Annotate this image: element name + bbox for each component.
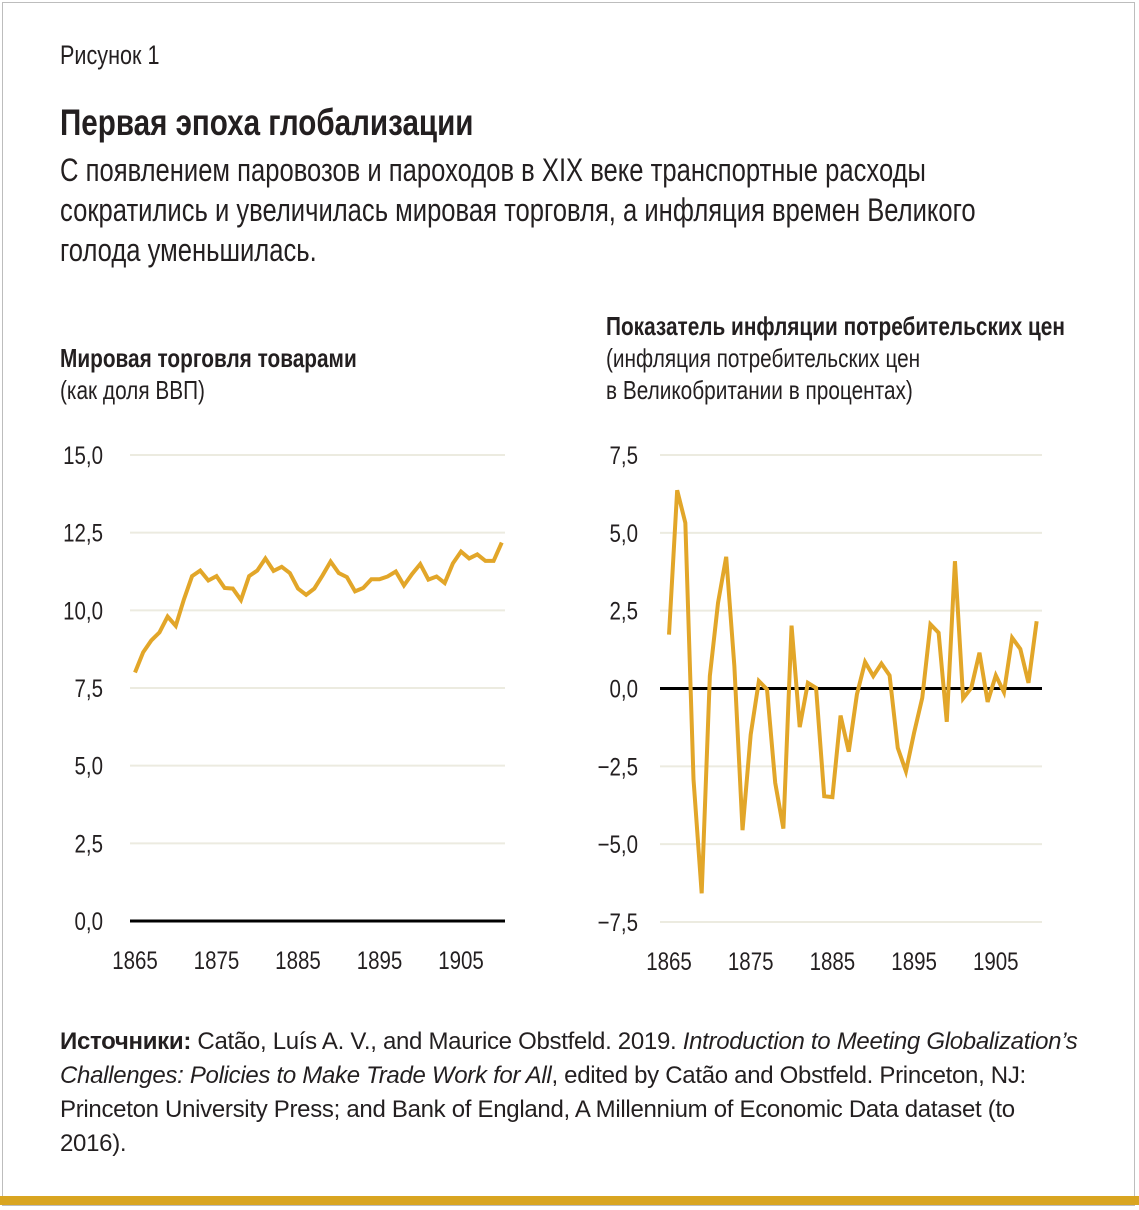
left-xtick-label: 1875 [194, 946, 240, 974]
left-ytick-label: 0,0 [75, 907, 103, 935]
right-ytick-label: −5,0 [598, 830, 638, 858]
right-chart-subtitle: (инфляция потребительских цен [606, 343, 921, 373]
left-xtick-label: 1865 [112, 946, 158, 974]
charts: 15,0 12,5 10,0 7,5 5,0 2,5 0,0 1865 1875 1885 1895… [63, 441, 1042, 975]
left-chart-subtitle: (как доля ВВП) [60, 375, 205, 405]
source-text: , edited by Catão and Obstfeld. Princeto… [60, 1062, 1026, 1157]
source-text: Catão, Luís A. V., and Maurice Obstfeld.… [191, 1028, 683, 1055]
left-series-line [133, 541, 504, 674]
source-title: Introduction to Meeting Globalization’s … [60, 1028, 1078, 1089]
right-ytick-label: −7,5 [598, 908, 638, 936]
right-ytick-label: 7,5 [610, 441, 638, 469]
left-xtick-label: 1885 [275, 946, 321, 974]
right-xtick-label: 1895 [891, 947, 937, 975]
right-ytick-label: 5,0 [610, 519, 638, 547]
left-xtick-label: 1895 [357, 946, 403, 974]
right-ytick-label: 2,5 [610, 597, 638, 625]
source-label: Источники: [60, 1028, 192, 1055]
left-xtick-label: 1905 [438, 946, 484, 974]
right-xtick-label: 1885 [810, 947, 856, 975]
right-xtick-label: 1905 [973, 947, 1019, 975]
right-xtick-label: 1865 [646, 947, 692, 975]
left-ytick-label: 10,0 [63, 596, 103, 624]
figure-subtitle: С появлением паровозов и пароходов в XIX… [60, 150, 976, 270]
left-ytick-label: 5,0 [75, 752, 103, 780]
subtitle-line: сократились и увеличилась мировая торгов… [60, 192, 976, 228]
subtitle-line: голода уменьшилась. [60, 232, 317, 268]
right-ytick-label: −2,5 [598, 752, 638, 780]
right-chart-subtitle: в Великобритании в процентах) [606, 375, 913, 405]
right-chart-heading: Показатель инфляции потребительских цен … [606, 310, 1065, 406]
left-chart-heading: Мировая торговля товарами (как доля ВВП) [60, 342, 357, 406]
right-series-line [667, 489, 1039, 894]
right-xtick-label: 1875 [728, 947, 774, 975]
left-ytick-label: 2,5 [75, 829, 103, 857]
right-ytick-label: 0,0 [610, 675, 638, 703]
figure-label: Рисунок 1 [60, 40, 160, 70]
right-chart-title: Показатель инфляции потребительских цен [606, 311, 1065, 341]
left-ytick-label: 12,5 [63, 519, 103, 547]
bottom-bar [0, 1196, 1139, 1205]
figure-title: Первая эпоха глобализации [60, 102, 474, 143]
left-ytick-label: 7,5 [75, 674, 103, 702]
left-chart-title: Мировая торговля товарами [60, 343, 357, 373]
source-note: Источники: Catão, Luís A. V., and Mauric… [60, 1025, 1080, 1161]
subtitle-line: С появлением паровозов и пароходов в XIX… [60, 152, 926, 188]
left-ytick-label: 15,0 [63, 441, 103, 469]
